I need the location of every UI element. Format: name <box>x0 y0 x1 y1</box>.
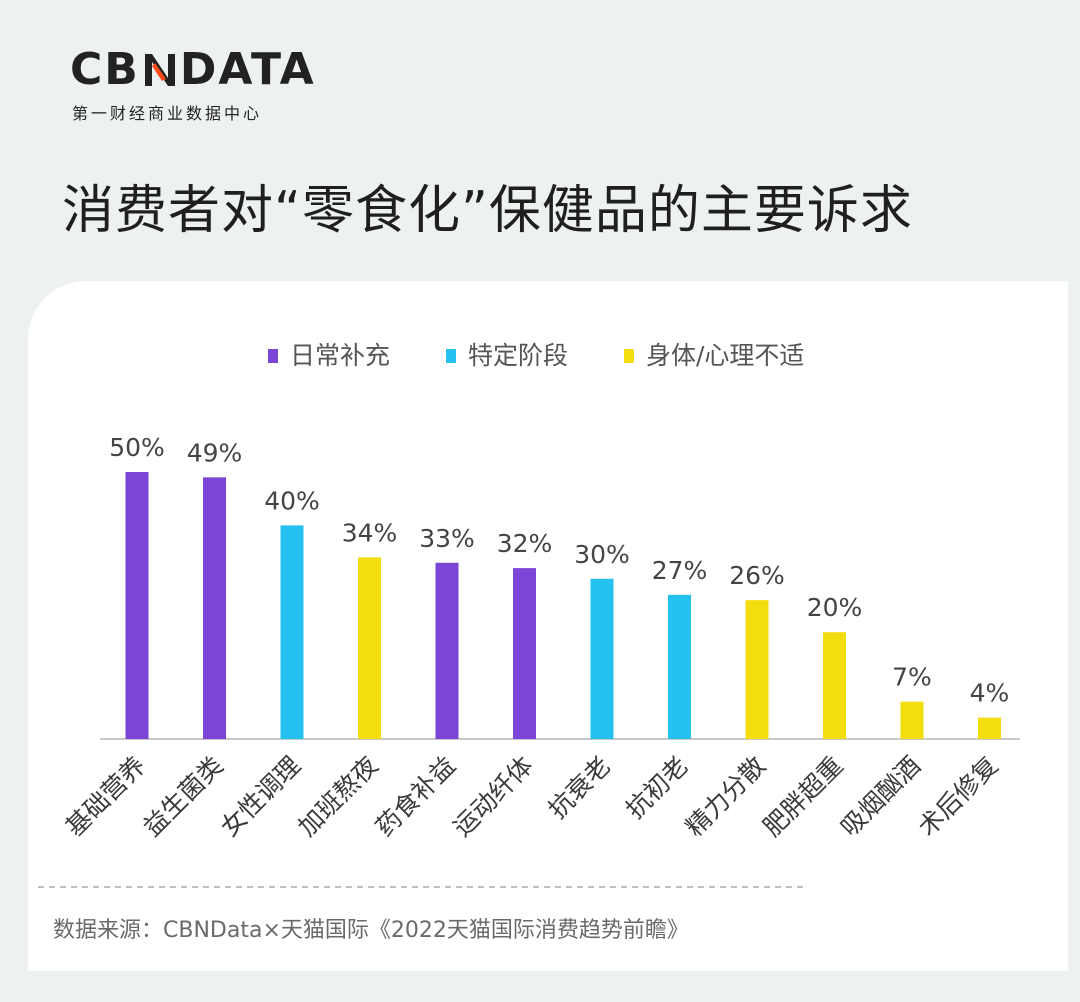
logo-text-right: DATA <box>179 44 316 95</box>
bar <box>358 557 381 739</box>
bar <box>280 525 304 739</box>
bar <box>745 600 769 739</box>
x-tick-label: 益生菌类 <box>138 751 229 842</box>
x-tick-label: 术后修复 <box>913 751 1004 842</box>
legend-swatch <box>624 349 634 363</box>
data-label: 32% <box>497 529 553 558</box>
data-label: 34% <box>342 518 398 547</box>
legend-item: 身体/心理不适 <box>624 341 804 370</box>
data-label: 50% <box>109 433 165 462</box>
data-label: 30% <box>574 540 630 569</box>
logo-n-mark <box>144 54 175 86</box>
bar <box>590 578 614 739</box>
x-tick-label: 加班熬夜 <box>293 751 384 842</box>
chart-card: 日常补充 特定阶段 身体/心理不适 50% 基础营养 49% 益生菌类 40% 女性调理 34% 加… <box>28 281 1068 971</box>
legend-label: 日常补充 <box>290 341 390 370</box>
legend-item: 日常补充 <box>268 341 390 370</box>
source-note: 数据来源：CBNData×天猫国际《2022天猫国际消费趋势前瞻》 <box>53 918 689 943</box>
data-label: 26% <box>729 561 785 590</box>
data-label: 7% <box>892 663 932 692</box>
data-label: 40% <box>264 486 320 515</box>
bar-chart: 日常补充 特定阶段 身体/心理不适 50% 基础营养 49% 益生菌类 40% 女性调理 34% 加… <box>38 341 1020 888</box>
x-tick-label: 抗衰老 <box>543 751 617 825</box>
x-tick-label: 药食补益 <box>370 751 461 842</box>
legend-swatch <box>446 349 456 363</box>
x-tick-label: 吸烟酗酒 <box>835 751 926 842</box>
logo-text-left: CB <box>70 44 140 95</box>
x-tick-label: 运动纤体 <box>448 751 539 842</box>
logo-wordmark: CB DATA <box>70 46 316 94</box>
logo-subtitle: 第一财经商业数据中心 <box>72 104 263 123</box>
x-tick-label: 肥胖超重 <box>758 751 849 842</box>
bar <box>435 562 459 739</box>
bar <box>978 717 1001 739</box>
x-tick-label: 基础营养 <box>60 751 151 842</box>
legend-item: 特定阶段 <box>446 341 568 370</box>
data-label: 33% <box>419 524 475 553</box>
bar <box>203 477 226 739</box>
x-tick-label: 抗初老 <box>620 751 694 825</box>
bar <box>823 632 846 739</box>
logo: CB DATA 第一财经商业数据中心 <box>70 46 316 124</box>
x-tick-label: 女性调理 <box>215 751 306 842</box>
data-label: 20% <box>807 593 863 622</box>
logo-accent-stroke <box>151 63 166 81</box>
data-label: 4% <box>970 679 1010 708</box>
legend-label: 特定阶段 <box>468 341 568 370</box>
x-tick-label: 精力分散 <box>680 751 771 842</box>
bar <box>668 594 691 739</box>
legend-label: 身体/心理不适 <box>646 341 804 370</box>
bar <box>125 472 149 739</box>
legend-swatch <box>268 349 278 363</box>
data-label: 49% <box>187 438 243 467</box>
bar <box>513 568 536 739</box>
bar <box>900 701 924 739</box>
data-label: 27% <box>652 556 708 585</box>
page-title: 消费者对“零食化”保健品的主要诉求 <box>62 181 913 241</box>
